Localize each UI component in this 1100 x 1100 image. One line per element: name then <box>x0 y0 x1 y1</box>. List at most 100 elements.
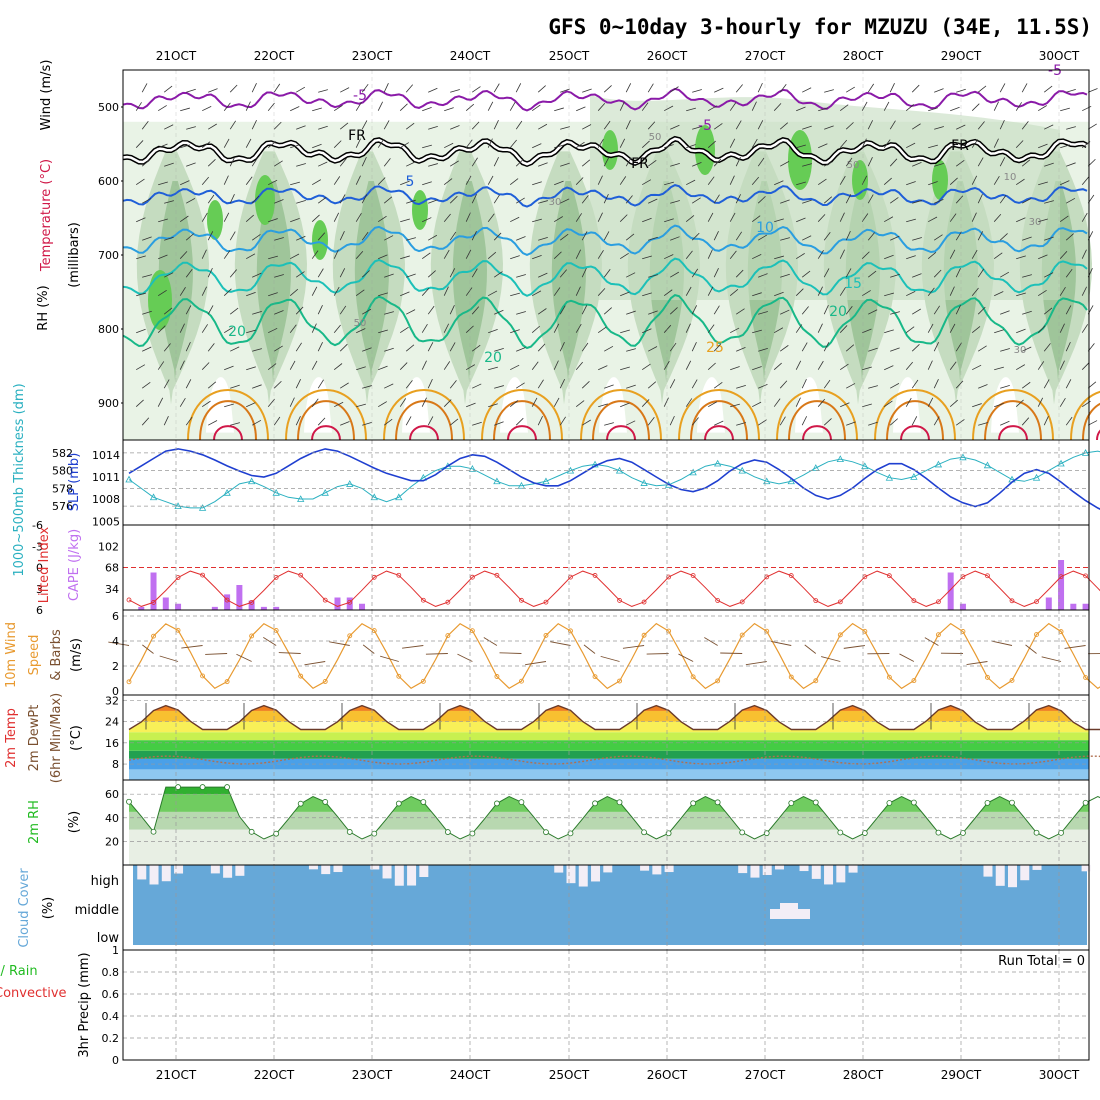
lifted-index-point <box>911 598 917 604</box>
wind-barb <box>735 194 742 204</box>
wind-barb <box>356 328 366 334</box>
wind-barb <box>449 195 458 204</box>
wind-speed-point <box>396 673 402 679</box>
wind-barb <box>1081 362 1090 370</box>
wind-barb <box>428 87 438 93</box>
wind10-barb <box>402 645 424 649</box>
wind-barb <box>421 252 431 260</box>
lifted-tick: 6 <box>36 604 43 617</box>
precip-total-label: Total / Rain <box>0 964 38 979</box>
wind-barb <box>625 233 635 241</box>
wind-barb <box>224 365 234 371</box>
wind-barb <box>575 323 582 333</box>
temp2m-axis-label-unit-part: (°C) <box>69 725 84 751</box>
wind-barb <box>179 323 185 333</box>
wind-barb <box>861 251 870 259</box>
cloud-gap <box>137 865 147 880</box>
wind-barb <box>839 249 845 259</box>
wind-barb <box>136 328 146 334</box>
wind-barb <box>796 217 806 223</box>
wind-barb <box>911 344 920 352</box>
wind-barb <box>845 86 855 93</box>
wind-barb <box>692 162 702 167</box>
wind-barb <box>509 178 519 186</box>
wind10-barb <box>263 637 277 646</box>
wind-barb <box>290 253 300 260</box>
wind-barb <box>515 120 523 130</box>
wind-barb <box>559 233 569 241</box>
wind-barb <box>647 121 656 130</box>
wind-barb <box>553 360 559 370</box>
wind-barb <box>735 156 741 167</box>
wind-barb <box>318 125 328 130</box>
wind-barb <box>933 234 943 241</box>
isotherm-15 <box>122 257 1088 297</box>
wind-barb <box>884 292 894 297</box>
wind-barb <box>465 249 472 259</box>
wind-barb <box>295 415 301 426</box>
wind-barb <box>267 141 277 149</box>
wind10-barb <box>646 653 669 655</box>
wind-barb <box>597 326 607 334</box>
cloud-gap <box>652 865 662 875</box>
wind-speed-point <box>371 628 377 634</box>
lifted-index-point <box>126 597 132 603</box>
wind-barb <box>955 419 965 426</box>
wind-barb <box>201 362 210 370</box>
wind-barb <box>443 399 452 407</box>
rh-tick: 40 <box>105 812 119 825</box>
wind-barb <box>207 305 214 315</box>
wind-barb <box>955 342 962 352</box>
wind10-barb <box>205 653 228 655</box>
wind-barb <box>311 286 318 296</box>
thickness-point <box>689 468 697 476</box>
wind-barb <box>405 344 415 352</box>
date-tick-top: 29OCT <box>941 49 982 63</box>
wind-barb <box>758 348 768 352</box>
wind-barb <box>554 107 564 112</box>
contour-label: 15 <box>844 276 862 292</box>
wind-barb <box>400 180 410 186</box>
wind-barb <box>158 218 168 223</box>
wind-barb <box>669 307 678 315</box>
wind-barb <box>971 103 980 111</box>
thickness-point <box>713 459 722 467</box>
lifted-index-point <box>200 572 205 578</box>
wind-barb <box>135 102 142 111</box>
wind-barb <box>994 403 1004 408</box>
wind-barb <box>889 197 899 204</box>
wind-barb <box>752 366 762 371</box>
wind-barb <box>273 380 282 389</box>
cloud-gap <box>1020 865 1030 881</box>
isotherm-25 <box>678 389 760 441</box>
wind-barb <box>274 274 284 278</box>
wind-barb <box>862 328 872 334</box>
wind-barb <box>1059 397 1066 407</box>
wind-barb <box>1060 144 1070 149</box>
wind-barb <box>164 162 174 167</box>
lifted-index-point <box>886 573 892 579</box>
wind-barb <box>604 345 614 352</box>
wind-barb <box>648 236 658 241</box>
wind-barb <box>532 181 542 186</box>
wind-barb <box>136 217 146 223</box>
wind-barb <box>267 398 275 407</box>
wind-barb <box>928 181 938 186</box>
cloud-low-label: low <box>97 931 120 946</box>
wind-barb <box>494 385 504 389</box>
wind-barb <box>185 233 195 241</box>
wind-barb <box>773 103 782 111</box>
wind-barb <box>340 87 350 93</box>
thickness-point <box>640 479 648 486</box>
wind-barb <box>251 157 258 167</box>
wind-barb <box>669 379 676 389</box>
wind-barb <box>251 83 257 93</box>
wind-barb <box>207 267 213 278</box>
wind-barb <box>1081 212 1088 222</box>
wind10-barb <box>1064 645 1086 649</box>
isotherm-30 <box>886 400 944 441</box>
wind-barb <box>641 363 651 371</box>
cloud-gap <box>774 865 784 870</box>
wind-barb <box>625 195 633 204</box>
wind-barb <box>862 403 872 408</box>
